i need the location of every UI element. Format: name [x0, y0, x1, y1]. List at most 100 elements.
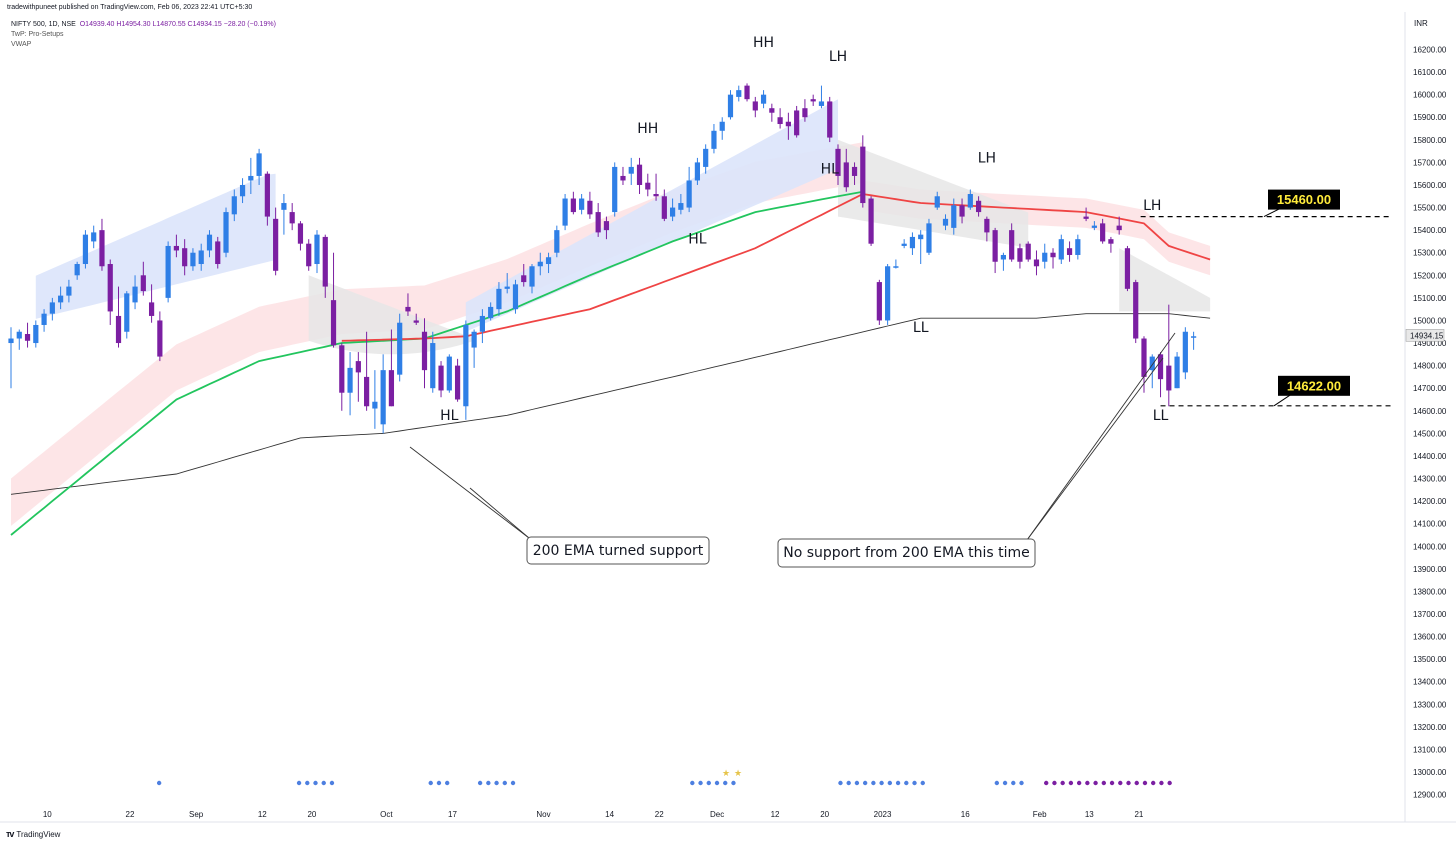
candle	[603, 216, 610, 240]
symbol-label[interactable]: NIFTY 500, 1D, NSE	[11, 21, 76, 28]
candle	[1191, 331, 1197, 350]
time-tick-label: 13	[1085, 810, 1094, 819]
candle	[1157, 352, 1164, 398]
swing-label: HH	[637, 121, 658, 137]
ema-line-red	[341, 193, 1211, 342]
candle	[777, 108, 783, 129]
candle	[992, 227, 998, 274]
candle	[479, 309, 485, 344]
signal-dot	[1052, 780, 1057, 786]
candle	[273, 207, 279, 276]
signal-dot	[296, 780, 302, 786]
price-level-box[interactable]	[1268, 189, 1340, 210]
candle	[8, 327, 14, 389]
time-tick-label: Feb	[1033, 810, 1047, 819]
signal-dot	[305, 780, 310, 786]
candle	[124, 291, 130, 339]
candle	[488, 302, 494, 321]
candle	[1000, 252, 1006, 271]
candle	[16, 329, 22, 350]
candle	[24, 322, 31, 348]
price-tick-label: 12900.00	[1413, 791, 1447, 800]
publish-header: tradewithpuneet published on TradingView…	[7, 4, 253, 11]
candle	[372, 370, 378, 429]
signal-dot	[887, 780, 893, 786]
time-tick-label: 2023	[874, 810, 892, 819]
candle	[1108, 236, 1114, 253]
candle	[504, 273, 510, 294]
time-tick-label: 14	[605, 810, 614, 819]
candle	[1017, 243, 1023, 269]
candle	[736, 85, 742, 102]
signal-dot	[1093, 780, 1098, 786]
chart-legend: NIFTY 500, 1D, NSE O14939.40 H14954.30 L…	[11, 20, 276, 50]
star-icon: ★	[722, 768, 730, 778]
price-level-box[interactable]	[1278, 375, 1350, 396]
candle	[132, 275, 138, 310]
footer-brand[interactable]: ᴛᴠ TradingView	[6, 829, 60, 839]
swing-label: HH	[753, 35, 774, 51]
footer-brand-label: TradingView	[16, 829, 61, 839]
signal-dot	[329, 780, 335, 786]
price-tick-label: 14000.00	[1413, 542, 1447, 551]
candle	[330, 252, 337, 348]
candle	[1025, 241, 1031, 262]
candle	[1141, 336, 1147, 393]
price-tick-label: 13700.00	[1413, 610, 1447, 619]
candle	[115, 286, 122, 348]
time-tick-label: 10	[43, 810, 52, 819]
price-tick-label: 16200.00	[1413, 46, 1447, 55]
signal-dot	[444, 780, 450, 786]
signal-dot	[854, 780, 860, 786]
candle	[537, 252, 543, 276]
candle	[74, 261, 80, 280]
candle	[413, 313, 419, 325]
candle	[595, 203, 601, 237]
candle	[843, 148, 849, 192]
candle	[926, 218, 932, 255]
callout[interactable]: No support from 200 EMA this time	[777, 332, 1176, 568]
signal-dot	[731, 780, 736, 786]
signal-dot	[1167, 780, 1172, 786]
candle	[711, 124, 717, 154]
time-tick-label: 22	[126, 810, 135, 819]
candle	[421, 318, 428, 389]
signal-dot	[838, 780, 843, 786]
price-tick-label: 14900.00	[1413, 339, 1447, 348]
price-tick-label: 13000.00	[1413, 768, 1447, 777]
signal-dot	[1151, 780, 1156, 786]
candle	[190, 248, 196, 271]
time-tick-label: 17	[448, 810, 457, 819]
signal-dot	[436, 780, 442, 786]
price-tick-label: 13100.00	[1413, 745, 1447, 754]
candle	[347, 352, 353, 416]
candle	[339, 343, 345, 411]
candle	[231, 189, 237, 222]
candle	[1182, 327, 1188, 380]
callout-text: 200 EMA turned support	[533, 543, 704, 559]
signal-dot	[1101, 780, 1107, 786]
signal-dot	[1002, 780, 1008, 786]
indicator-vwap[interactable]: VWAP	[11, 41, 32, 48]
candle	[82, 230, 89, 269]
price-levels-layer: 15460.00 14622.00	[1140, 189, 1392, 407]
callout-text: No support from 200 EMA this time	[783, 545, 1029, 561]
candle	[794, 105, 800, 138]
candle	[785, 112, 791, 140]
time-tick-label: 16	[961, 810, 970, 819]
candle	[1116, 216, 1122, 235]
candle	[397, 313, 403, 382]
candle	[1009, 223, 1015, 262]
candle	[612, 162, 618, 217]
price-tick-label: 15400.00	[1413, 226, 1447, 235]
candle	[909, 232, 916, 255]
candle	[686, 166, 692, 213]
signal-dot	[1011, 780, 1016, 786]
callout[interactable]: 200 EMA turned support	[409, 446, 710, 565]
candle	[215, 236, 221, 269]
signal-dot	[321, 780, 326, 786]
indicator-pro-setups[interactable]: TwP: Pro-Setups	[11, 31, 64, 38]
candle	[885, 264, 891, 325]
time-tick-label: 20	[307, 810, 316, 819]
